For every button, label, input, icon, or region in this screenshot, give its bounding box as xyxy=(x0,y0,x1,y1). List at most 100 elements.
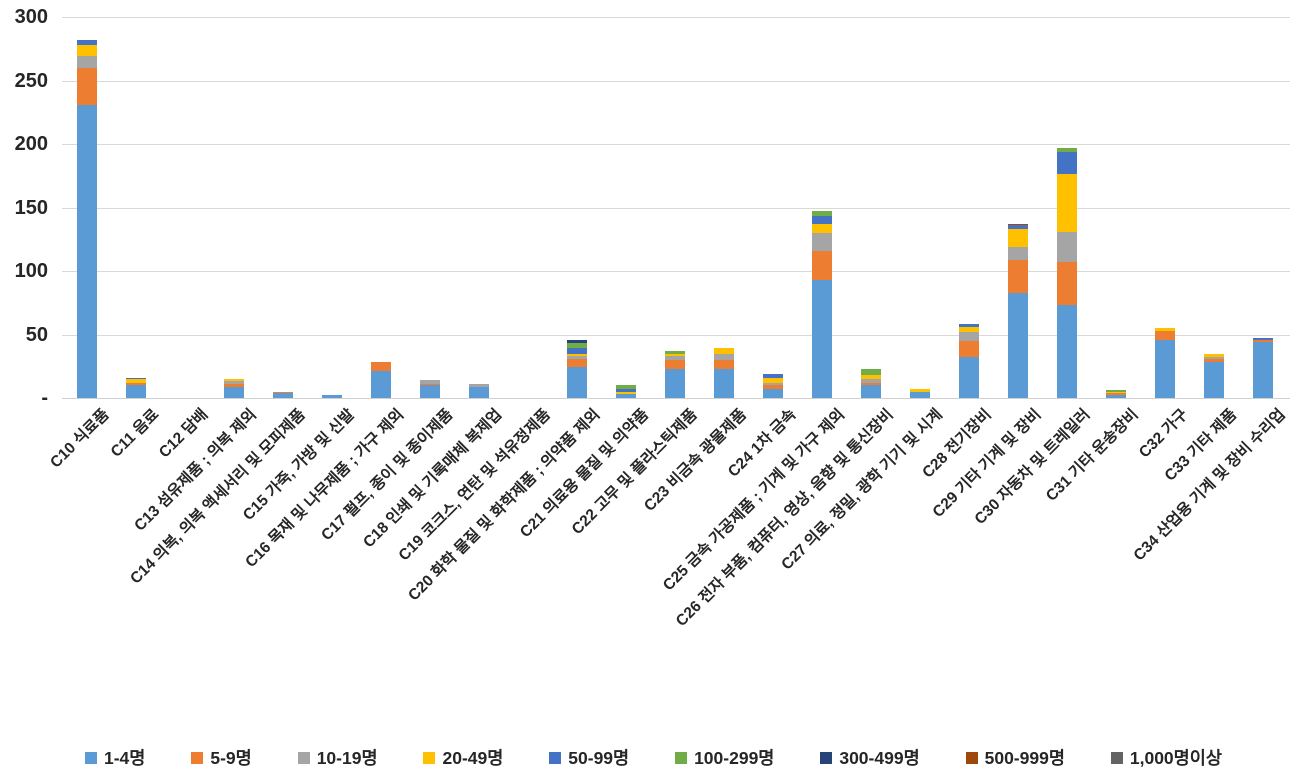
y-axis-label: 250 xyxy=(14,69,48,92)
bar-segment xyxy=(77,56,97,68)
bar-segment xyxy=(1008,225,1028,230)
bar-segment xyxy=(812,232,832,251)
bar-segment xyxy=(812,223,832,233)
bar-segment xyxy=(126,382,146,386)
bar-segment xyxy=(1057,262,1077,306)
bar-stack xyxy=(469,384,489,398)
bar-segment xyxy=(861,375,881,379)
legend-item: 1,000명이상 xyxy=(1110,745,1222,770)
gridline xyxy=(62,144,1290,145)
bar-segment xyxy=(1057,305,1077,398)
y-axis-label: 200 xyxy=(14,133,48,155)
bar-segment xyxy=(224,384,244,387)
bar-segment xyxy=(861,382,881,386)
bar-segment xyxy=(126,378,146,383)
legend-swatch-icon xyxy=(191,751,204,764)
bar-segment xyxy=(763,385,783,390)
bar-segment xyxy=(714,368,734,398)
bar-segment xyxy=(77,104,97,398)
legend-label: 20-49명 xyxy=(442,748,504,768)
bar-segment xyxy=(224,381,244,384)
bar-segment xyxy=(714,348,734,354)
x-axis-label: C31 기타 운송장비 xyxy=(1043,406,1143,505)
bar-segment xyxy=(665,359,685,369)
bar-segment xyxy=(1155,328,1175,331)
bar-segment xyxy=(1106,392,1126,396)
legend-item: 50-99명 xyxy=(549,745,629,770)
bar-stack xyxy=(959,324,979,398)
legend-label: 10-19명 xyxy=(316,748,378,768)
bar-segment xyxy=(567,358,587,368)
bar-segment xyxy=(371,362,391,372)
bar-stack xyxy=(1253,338,1273,398)
legend: 1-4명 5-9명 10-19명 20-49명 50-99명 100-299명 300-49… xyxy=(85,745,1222,770)
bar-segment xyxy=(1106,395,1126,398)
legend-swatch-icon xyxy=(965,751,978,764)
bar-segment xyxy=(126,385,146,398)
bar-stack xyxy=(1204,353,1224,398)
bar-stack xyxy=(910,389,930,398)
bar-segment xyxy=(567,339,587,344)
bar-stack xyxy=(420,380,440,398)
bar-segment xyxy=(959,326,979,332)
bar-segment xyxy=(1253,338,1273,340)
bar-segment xyxy=(1106,390,1126,392)
bar-segment xyxy=(273,392,293,398)
gridline xyxy=(62,17,1290,18)
bar-segment xyxy=(1253,339,1273,343)
bar-segment xyxy=(959,324,979,327)
bar-segment xyxy=(77,39,97,45)
bar-stack xyxy=(616,385,636,398)
bar-stack xyxy=(1057,147,1077,398)
legend-item: 500-999명 xyxy=(965,745,1065,770)
bar-stack xyxy=(1155,328,1175,398)
bar-segment xyxy=(469,384,489,387)
bar-segment xyxy=(812,211,832,217)
legend-label: 1,000명이상 xyxy=(1129,748,1222,768)
bar-segment xyxy=(616,389,636,392)
bar-segment xyxy=(665,351,685,354)
legend-label: 500-999명 xyxy=(984,748,1065,768)
bar-segment xyxy=(126,377,146,379)
bar-segment xyxy=(763,389,783,398)
bar-segment xyxy=(665,353,685,357)
bar-stack xyxy=(126,377,146,398)
bar-segment xyxy=(469,386,489,398)
gridline xyxy=(62,398,1290,399)
bar-segment xyxy=(224,386,244,398)
bar-segment xyxy=(1008,259,1028,293)
gridline xyxy=(62,271,1290,272)
legend-item: 5-9명 xyxy=(191,745,252,770)
bar-segment xyxy=(763,377,783,383)
legend-item: 300-499명 xyxy=(820,745,920,770)
bar-segment xyxy=(1204,362,1224,398)
legend-label: 100-299명 xyxy=(694,748,775,768)
bar-segment xyxy=(665,368,685,398)
bar-segment xyxy=(567,367,587,398)
bar-segment xyxy=(371,371,391,398)
bar-segment xyxy=(567,356,587,359)
bar-stack xyxy=(714,348,734,398)
bar-stack xyxy=(812,211,832,398)
y-axis-label: 50 xyxy=(25,323,48,346)
bar-segment xyxy=(1204,357,1224,359)
bar-segment xyxy=(1204,353,1224,358)
bar-segment xyxy=(1057,231,1077,263)
legend-item: 20-49명 xyxy=(423,745,503,770)
bar-segment xyxy=(1008,229,1028,247)
bar-segment xyxy=(224,378,244,382)
bar-segment xyxy=(959,357,979,398)
bar-stack xyxy=(665,351,685,398)
bar-segment xyxy=(861,368,881,376)
y-axis-label: 100 xyxy=(14,260,48,282)
bar-segment xyxy=(1008,292,1028,398)
legend-item: 1-4명 xyxy=(85,745,145,770)
legend-swatch-icon xyxy=(549,751,562,764)
legend-label: 1-4명 xyxy=(104,748,146,768)
gridline xyxy=(62,334,1290,336)
bar-segment xyxy=(812,279,832,398)
bar-stack xyxy=(861,368,881,398)
legend-swatch-icon xyxy=(1110,751,1123,764)
bar-segment xyxy=(1008,246,1028,260)
